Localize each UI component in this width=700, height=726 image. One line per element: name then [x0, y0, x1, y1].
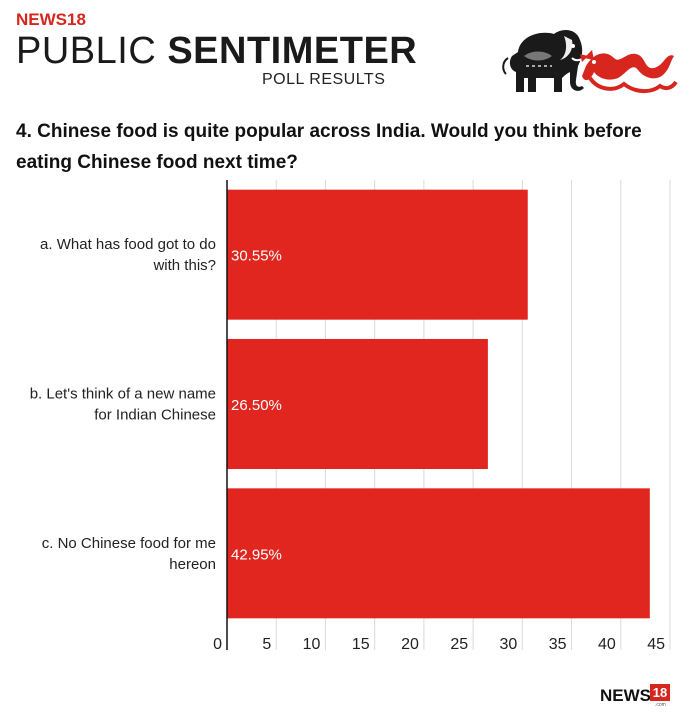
x-tick-label: 15 [352, 636, 370, 653]
category-label: for Indian Chinese [94, 407, 216, 424]
logo-domain: .com [655, 702, 666, 708]
logo-text: NEWS [600, 686, 651, 705]
x-tick-label: 5 [262, 636, 271, 653]
x-tick-label: 40 [598, 636, 616, 653]
data-label: 30.55% [231, 248, 282, 265]
logo-number: 18 [650, 684, 670, 701]
category-label: with this? [152, 257, 216, 274]
page-title: PUBLIC SENTIMETER [16, 30, 417, 73]
bar [227, 488, 650, 619]
page-subtitle: POLL RESULTS [262, 71, 386, 88]
title-light: PUBLIC [16, 30, 168, 72]
bar [227, 189, 528, 320]
category-label: a. What has food got to do [40, 236, 216, 253]
title-bold: SENTIMETER [167, 30, 418, 72]
data-label: 26.50% [231, 397, 282, 414]
x-tick-label: 30 [500, 636, 518, 653]
x-tick-label: 0 [213, 636, 222, 653]
x-tick-label: 45 [647, 636, 665, 653]
x-tick-label: 10 [303, 636, 321, 653]
category-label: c. No Chinese food for me [42, 535, 216, 552]
elephant-icon [502, 30, 587, 92]
x-tick-label: 20 [401, 636, 419, 653]
x-tick-label: 35 [549, 636, 567, 653]
category-label: b. Let's think of a new name [30, 386, 216, 403]
x-tick-label: 25 [450, 636, 468, 653]
category-label: hereon [169, 556, 216, 573]
dragon-icon [580, 50, 678, 93]
question-text: 4. Chinese food is quite popular across … [16, 121, 642, 173]
news18-logo: NEWS 18 .com [600, 684, 670, 708]
brand-small: NEWS18 [16, 10, 86, 29]
data-label: 42.95% [231, 546, 282, 563]
bar [227, 339, 488, 469]
